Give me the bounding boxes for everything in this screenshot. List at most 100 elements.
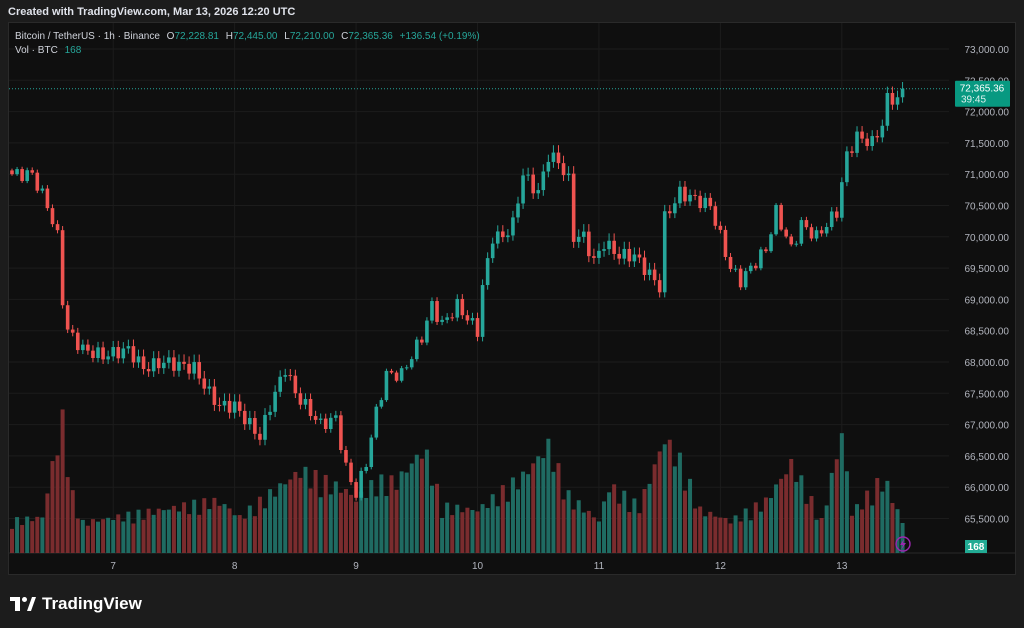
volume-bar [283, 484, 288, 553]
candle-body [723, 229, 728, 257]
candle-body [146, 369, 151, 372]
volume-bar [536, 456, 541, 553]
volume-bar [814, 519, 819, 553]
candle-body [703, 197, 708, 209]
volume-bar [769, 498, 773, 553]
candle-body [678, 186, 682, 204]
candle-body [156, 358, 161, 369]
candle-body [15, 169, 19, 175]
candle-body [248, 417, 252, 425]
volume-bar [404, 472, 409, 553]
volume-bar [713, 516, 718, 553]
volume-tag-value: 168 [968, 542, 985, 553]
candle-body [683, 186, 687, 202]
volume-bar [192, 499, 197, 553]
volume-bar [662, 444, 667, 553]
candle-body [865, 138, 869, 147]
candle-body [789, 236, 794, 245]
candle-body [490, 243, 495, 259]
volume-bar [131, 523, 136, 553]
volume-bar [586, 510, 591, 553]
candle-body [404, 367, 409, 369]
volume-bar [556, 463, 561, 553]
candle-body [91, 350, 95, 359]
volume-bar [490, 494, 495, 553]
volume-bar [723, 517, 728, 553]
volume-bar [60, 409, 65, 553]
volume-bar [455, 504, 460, 553]
volume-bar [460, 512, 465, 553]
volume-bar [622, 490, 627, 553]
candle-body [399, 368, 404, 381]
candle-body [647, 269, 652, 275]
time-axis-label: 7 [110, 561, 116, 572]
volume-bar [65, 477, 70, 553]
candle-body [516, 203, 520, 218]
candle-body [622, 248, 627, 259]
candle-body [607, 240, 611, 250]
volume-bar [688, 478, 693, 553]
candle-body [637, 254, 642, 258]
candle-body [748, 265, 753, 272]
price-axis-label: 67,000.00 [965, 421, 1010, 432]
candle-body [895, 97, 900, 105]
candle-body [450, 317, 455, 319]
candle-body [475, 318, 480, 337]
volume-bar [733, 515, 738, 553]
candle-body [617, 253, 621, 259]
volume-bar [414, 454, 419, 553]
volume-bar [333, 481, 338, 553]
volume-label[interactable]: Vol · BTC [15, 45, 58, 56]
volume-bar [303, 466, 308, 553]
volume-bar [758, 511, 763, 553]
volume-bar [80, 519, 85, 553]
volume-bar [510, 477, 515, 553]
volume-bar [151, 514, 156, 553]
volume-bar [156, 508, 161, 553]
candle-body [96, 347, 100, 359]
high-label: H [225, 31, 233, 42]
volume-bar [298, 477, 303, 553]
footer-logo[interactable]: TradingView [10, 594, 142, 614]
tradingview-brand: TradingView [42, 594, 142, 613]
volume-bar [698, 506, 703, 553]
price-axis-label: 71,500.00 [965, 139, 1010, 150]
volume-bar [470, 509, 475, 553]
candle-body [45, 188, 50, 209]
candle-body [845, 151, 849, 183]
candle-body [541, 171, 546, 191]
candle-body [242, 410, 247, 425]
volume-bar [566, 490, 571, 553]
candle-body [652, 269, 657, 281]
volume-bar [526, 474, 531, 553]
volume-bar [343, 489, 348, 553]
candle-body [733, 268, 738, 270]
volume-bar [364, 498, 369, 553]
price-axis-label: 69,000.00 [965, 295, 1010, 306]
volume-bar [40, 517, 45, 553]
candle-body [571, 173, 576, 242]
candle-body [172, 357, 176, 371]
candlestick-chart[interactable]: 73,000.0072,500.0072,000.0071,500.0071,0… [9, 23, 1016, 575]
time-axis-label: 11 [594, 561, 605, 572]
candle-body [339, 415, 343, 451]
candle-body [81, 344, 85, 351]
volume-bar [824, 505, 829, 553]
candle-body [192, 362, 196, 374]
candle-body [374, 406, 379, 438]
candle-body [40, 188, 45, 191]
volume-bar [677, 452, 682, 553]
volume-bar [607, 492, 612, 553]
tradingview-logo-icon [10, 597, 36, 611]
volume-bar [116, 514, 121, 553]
candle-body [592, 256, 596, 258]
volume-bar [374, 496, 379, 553]
volume-bar [576, 500, 581, 553]
price-axis-label: 67,500.00 [965, 389, 1010, 400]
symbol-label[interactable]: Bitcoin / TetherUS · 1h · Binance [15, 31, 160, 42]
volume-bar [273, 496, 278, 553]
volume-bar [500, 485, 505, 553]
candle-body [70, 329, 75, 333]
candle-body [50, 208, 55, 225]
chart-panel[interactable]: 73,000.0072,500.0072,000.0071,500.0071,0… [8, 22, 1016, 575]
